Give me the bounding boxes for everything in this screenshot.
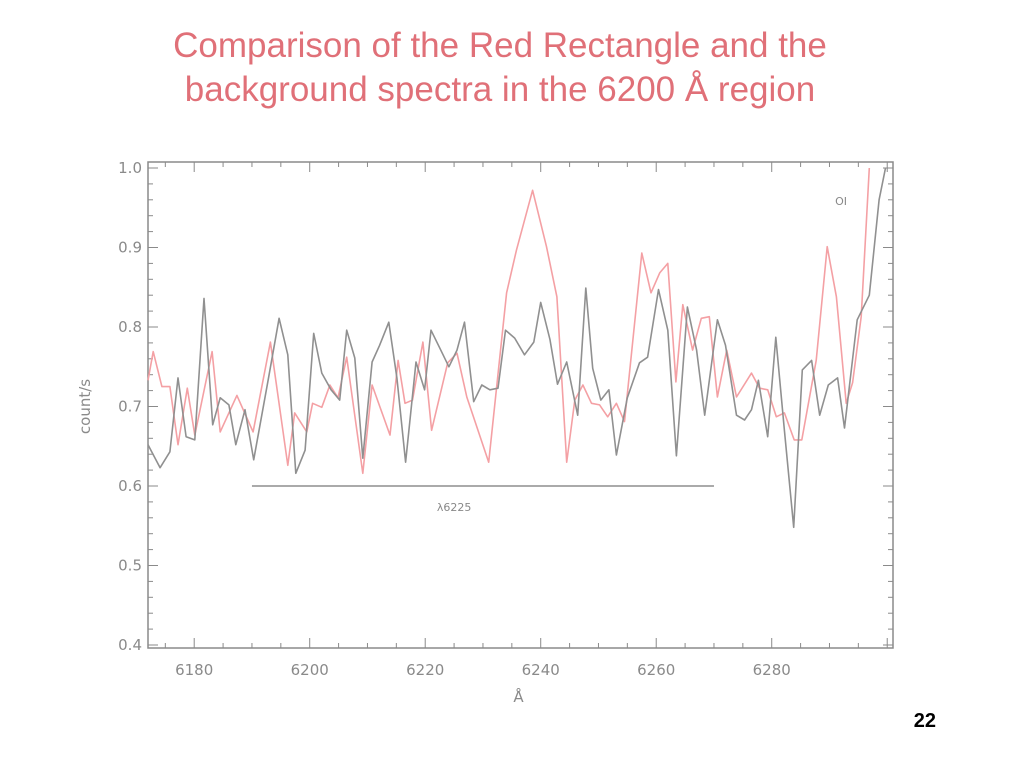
y-tick-label: 0.8 — [118, 318, 142, 336]
plot-frame — [147, 161, 894, 649]
y-tick-label: 0.6 — [118, 477, 142, 495]
x-tick-label: 6180 — [175, 661, 213, 679]
title-line-2: background spectra in the 6200 Å region — [184, 70, 816, 109]
slide-title: Comparison of the Red Rectangle and the … — [0, 24, 1000, 112]
y-axis-label: count/s — [76, 379, 94, 434]
feature-label: λ6225 — [437, 501, 472, 514]
red-rectangle-spectrum-line — [147, 167, 871, 475]
y-tick-label: 0.9 — [118, 239, 142, 257]
x-tick-label: 6280 — [753, 661, 791, 679]
x-tick-label: 6220 — [406, 661, 444, 679]
x-tick-label: 6200 — [291, 661, 329, 679]
title-line-1: Comparison of the Red Rectangle and the — [173, 26, 827, 65]
background-spectrum-line — [147, 167, 887, 529]
x-tick-label: 6260 — [637, 661, 675, 679]
x-axis-label: Å — [513, 687, 524, 706]
oi-label: OI — [835, 195, 847, 208]
y-tick-label: 1.0 — [118, 159, 142, 177]
y-tick-label: 0.7 — [118, 398, 142, 416]
page-number: 22 — [913, 710, 936, 732]
y-tick-label: 0.5 — [118, 557, 142, 575]
y-tick-label: 0.4 — [118, 636, 142, 654]
x-tick-label: 6240 — [522, 661, 560, 679]
